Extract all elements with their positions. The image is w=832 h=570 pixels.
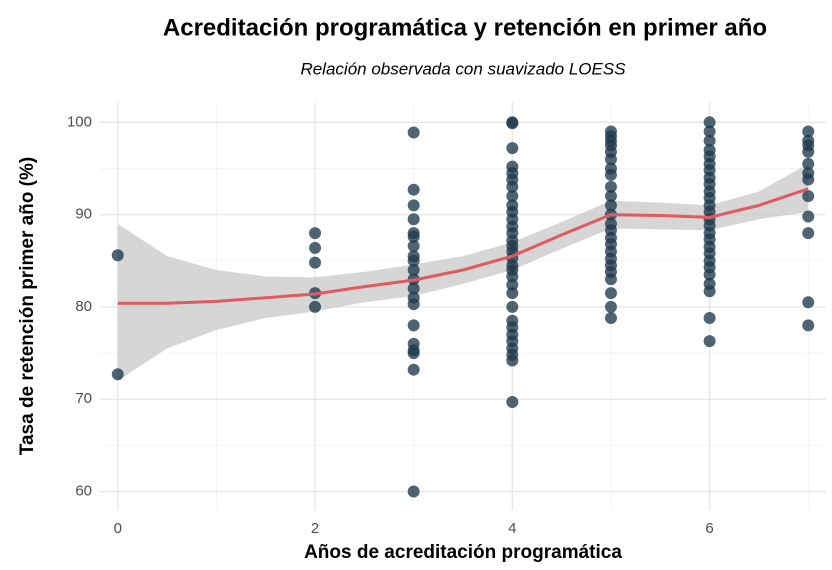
y-axis-label: Tasa de retención primer año (%) [17, 157, 38, 455]
x-tick-label: 0 [114, 520, 122, 537]
data-point [111, 368, 124, 381]
data-point [802, 157, 815, 170]
data-point [802, 125, 815, 138]
data-point [407, 183, 420, 196]
data-point [604, 300, 617, 313]
y-tick-label: 90 [75, 206, 92, 223]
data-point [506, 190, 519, 203]
data-point [604, 190, 617, 203]
data-point [802, 190, 815, 203]
x-tick-label: 2 [311, 520, 319, 537]
data-point [506, 396, 519, 408]
data-point [506, 287, 519, 300]
data-point [407, 240, 420, 252]
data-point [604, 287, 617, 300]
y-tick-label: 70 [75, 390, 92, 407]
y-tick-label: 100 [67, 113, 92, 130]
data-point [407, 230, 420, 243]
data-point [506, 354, 519, 367]
data-point [604, 180, 617, 193]
data-point [604, 153, 617, 166]
data-point [703, 312, 716, 324]
data-point [407, 213, 420, 226]
data-point [407, 347, 420, 360]
data-point [309, 241, 322, 254]
data-point [802, 210, 815, 223]
data-point [309, 227, 322, 240]
data-point [506, 180, 519, 193]
data-point [604, 199, 617, 212]
data-point [407, 254, 420, 267]
data-point [111, 249, 124, 262]
data-point [407, 319, 420, 332]
data-point [703, 116, 716, 129]
data-point [407, 264, 420, 276]
loess-line [117, 187, 809, 305]
data-point [703, 134, 716, 147]
data-point [506, 142, 519, 155]
chart-title: Acreditación programática y retención en… [163, 14, 767, 41]
data-point [802, 227, 815, 240]
x-tick-label: 6 [705, 520, 713, 537]
data-point [802, 296, 815, 309]
confidence-band [117, 163, 809, 381]
x-tick-label: 4 [508, 520, 516, 537]
data-point [802, 319, 815, 332]
data-point [703, 125, 716, 138]
data-point [407, 363, 420, 376]
data-point [407, 282, 420, 295]
data-point [703, 285, 716, 298]
data-point [802, 173, 815, 186]
data-point [407, 199, 420, 212]
data-point [506, 278, 519, 291]
data-point [604, 168, 617, 181]
data-point [604, 273, 617, 286]
data-point [309, 300, 322, 313]
data-point [407, 126, 420, 139]
data-point [309, 256, 322, 269]
x-axis-label: Años de acreditación programática [304, 542, 622, 563]
data-point [703, 335, 716, 348]
data-point [703, 268, 716, 281]
y-tick-label: 80 [75, 298, 92, 315]
data-point [407, 298, 420, 311]
y-tick-label: 60 [75, 483, 92, 500]
chart-subtitle: Relación observada con suavizado LOESS [300, 59, 626, 78]
data-point [506, 117, 519, 130]
data-point [407, 485, 420, 498]
data-point [802, 145, 815, 158]
data-point [506, 300, 519, 313]
data-point [604, 312, 617, 324]
data-point [506, 270, 519, 283]
